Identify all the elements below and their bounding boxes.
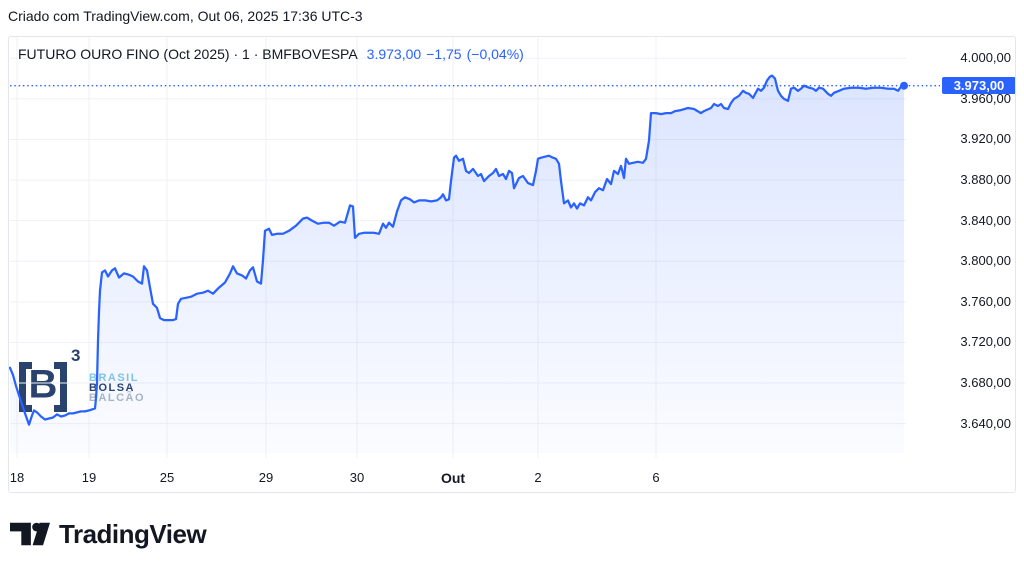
b3-bracket-right-icon [54, 362, 67, 412]
y-axis-label: 3.880,00 [960, 172, 1011, 188]
footer: TradingView [10, 512, 207, 556]
symbol-title: FUTURO OURO FINO (Oct 2025) · 1 · BMFBOV… [18, 46, 358, 62]
y-axis-label: 4.000,00 [960, 50, 1011, 66]
last-price-label-text: 3.973,00 [953, 78, 1005, 94]
y-axis-label: 3.920,00 [960, 131, 1011, 147]
y-axis-label: 3.720,00 [960, 334, 1011, 350]
y-axis-label: 3.680,00 [960, 374, 1011, 390]
price-change-percent: (−0,04%) [466, 46, 524, 62]
x-axis-label: 29 [258, 470, 274, 485]
b3-exponent: 3 [71, 346, 81, 365]
b3-logo-icon: B [19, 362, 67, 412]
quote-values: 3.973,00 −1,75 (−0,04%) [367, 46, 529, 62]
chart-header: FUTURO OURO FINO (Oct 2025) · 1 · BMFBOV… [18, 46, 529, 62]
b3-line-balcao: BALCÃO [89, 392, 146, 404]
x-axis-label: 25 [159, 470, 175, 485]
price-change: −1,75 [426, 46, 462, 62]
y-axis-label: 3.800,00 [960, 253, 1011, 269]
last-price-label: 3.973,00 [942, 77, 1015, 95]
price-chart [9, 37, 940, 458]
x-axis-label: Out [440, 470, 466, 486]
last-price: 3.973,00 [366, 46, 422, 62]
b3-wordmark: BRASIL BOLSA BALCÃO [89, 373, 146, 404]
y-axis-label: 3.760,00 [960, 293, 1011, 309]
x-axis-label: 6 [652, 470, 660, 485]
tradingview-logo-icon[interactable] [10, 522, 50, 546]
chart-panel: FUTURO OURO FINO (Oct 2025) · 1 · BMFBOV… [8, 36, 1016, 493]
x-axis-label: 18 [9, 470, 25, 485]
attribution-text: Criado com TradingView.com, Out 06, 2025… [8, 8, 363, 24]
x-axis-label: 19 [81, 470, 97, 485]
tradingview-wordmark[interactable]: TradingView [59, 518, 207, 549]
y-axis-label: 3.960,00 [960, 90, 1011, 106]
x-axis-label: 30 [349, 470, 365, 485]
y-axis-label: 3.840,00 [960, 212, 1011, 228]
x-axis-label: 2 [534, 470, 542, 485]
y-axis-label: 3.640,00 [960, 415, 1011, 431]
